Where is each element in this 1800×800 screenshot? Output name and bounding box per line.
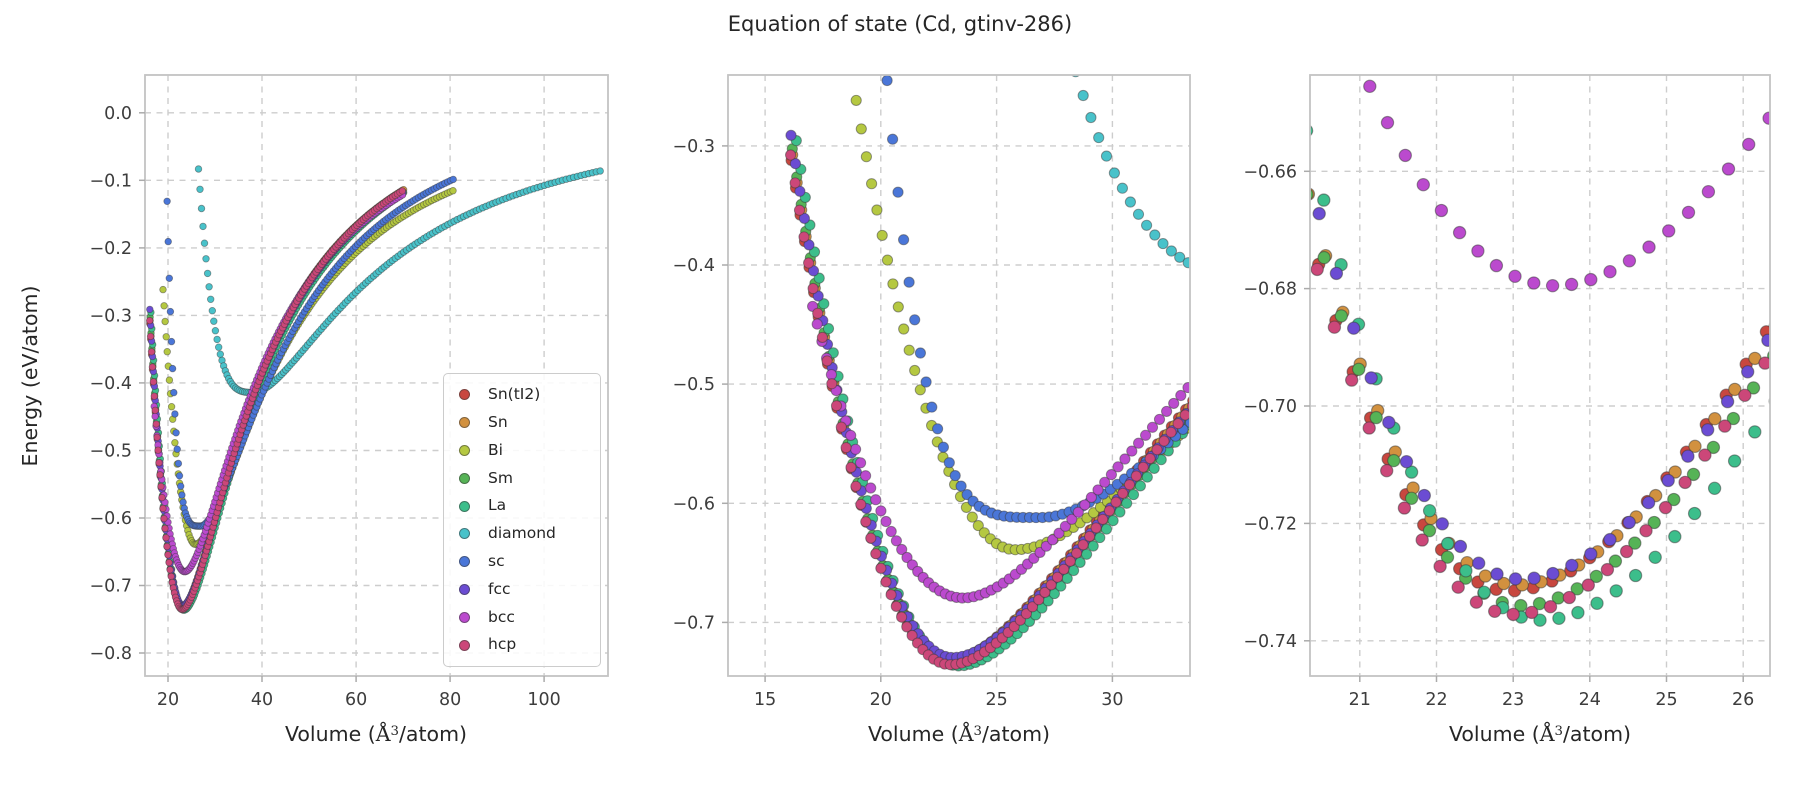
x-tick-label: 80 <box>439 690 461 710</box>
x-tick-label: 24 <box>1579 690 1601 710</box>
y-tick-label: −0.8 <box>90 644 133 664</box>
x-tick-label: 22 <box>1425 690 1447 710</box>
figure-title: Equation of state (Cd, gtinv-286) <box>727 12 1073 36</box>
angstrom-symbol: Å <box>958 722 974 746</box>
angstrom-symbol: Å <box>375 722 391 746</box>
legend-item-Bi: Bi <box>459 438 600 462</box>
series-Sn <box>146 185 408 610</box>
y-tick-label: −0.3 <box>90 306 133 326</box>
x-tick-label: 21 <box>1349 690 1371 710</box>
series-hcp <box>1310 262 1770 622</box>
series-hcp <box>145 187 406 614</box>
legend-label: fcc <box>488 579 511 598</box>
series-Sm <box>1310 188 1770 613</box>
legend-item-diamond: diamond <box>459 522 600 546</box>
y-tick-label: −0.5 <box>90 442 133 462</box>
eos-plot-full-range: 20 40 60 80 100 0.0 −0.1 −0.2 −0.3 −0.4 −0.5 −0.6 −0… <box>90 74 609 710</box>
legend-marker-icon <box>459 444 470 456</box>
x-tick-label: 60 <box>345 690 367 710</box>
y-tick-label: 0.0 <box>104 104 132 124</box>
legend-marker-icon <box>459 528 470 540</box>
legend-label: Sn(tI2) <box>488 385 541 404</box>
legend-marker-icon <box>459 639 470 651</box>
y-tick-label: −0.7 <box>673 613 716 633</box>
y-tick-label: −0.7 <box>90 577 133 597</box>
legend-label: hcp <box>488 635 517 654</box>
x-tick-label: 23 <box>1502 690 1524 710</box>
x-tick-label: 100 <box>527 690 560 710</box>
legend-label: Bi <box>488 440 503 459</box>
series-bcc <box>1363 79 1770 293</box>
x-axis-label-2: Volume (Å3/atom) <box>867 722 1051 746</box>
series-fcc <box>1312 206 1770 586</box>
y-tick-label: −0.68 <box>1243 280 1297 300</box>
x-tick-label: 26 <box>1732 690 1754 710</box>
legend-marker-icon <box>459 472 470 484</box>
legend-marker-icon <box>459 389 470 401</box>
y-tick-label: −0.74 <box>1243 632 1297 652</box>
x-tick-label: 25 <box>985 690 1007 710</box>
y-tick-label: −0.6 <box>673 494 716 514</box>
series-diamond <box>1071 75 1190 269</box>
legend-marker-icon <box>459 417 470 429</box>
series-fcc <box>146 188 407 610</box>
legend-marker-icon <box>459 611 470 623</box>
y-tick-label: −0.3 <box>673 137 716 157</box>
series-Bi <box>850 94 1190 556</box>
x-axis-label-3: Volume (Å3/atom) <box>1448 722 1632 746</box>
eos-panel-full-range: 20 40 60 80 100 0.0 −0.1 −0.2 −0.3 −0.4 −0.5 −0.6 −0… <box>90 74 609 710</box>
legend-item-fcc: fcc <box>459 577 600 601</box>
y-tick-label: −0.4 <box>90 374 133 394</box>
legend-marker-icon <box>459 556 470 568</box>
x-tick-label: 20 <box>157 690 179 710</box>
legend-item-hcp: hcp <box>459 633 600 657</box>
legend-label: La <box>488 496 507 515</box>
x-tick-label: 15 <box>754 690 776 710</box>
series-sc <box>163 175 457 530</box>
x-axis-label-1: Volume (Å3/atom) <box>284 722 468 746</box>
x-tick-label: 20 <box>870 690 892 710</box>
y-tick-label: −0.2 <box>90 239 133 259</box>
x-tick-label: 40 <box>251 690 273 710</box>
y-tick-label: −0.6 <box>90 509 133 529</box>
legend-label: bcc <box>488 607 515 626</box>
legend-marker-icon <box>459 500 470 512</box>
legend-item-Sm: Sm <box>459 466 600 490</box>
legend-item-bcc: bcc <box>459 605 600 629</box>
y-axis-label: Energy (eV/atom) <box>18 285 42 467</box>
legend-item-Sn: Sn <box>459 411 600 435</box>
series-hcp <box>785 149 1190 671</box>
eos-plot-zoom-minima: 15 20 25 30 −0.3 −0.4 −0.5 −0.6 −0.7 <box>673 74 1191 710</box>
series-Sn(tI2) <box>146 186 406 611</box>
y-tick-label: −0.70 <box>1243 397 1297 417</box>
series-bcc <box>807 300 1190 604</box>
legend-label: Sn <box>488 412 508 431</box>
series-Sn(tI2) <box>1312 257 1770 598</box>
eos-plot-zoom-ground-state: 21 22 23 24 25 26 −0.66 −0.68 −0.70 −0.72 −0.74 <box>1243 74 1771 710</box>
y-tick-label: −0.72 <box>1243 514 1297 534</box>
y-tick-label: −0.66 <box>1243 162 1297 182</box>
legend-label: sc <box>488 551 505 570</box>
eos-panel-zoom-minima: 15 20 25 30 −0.3 −0.4 −0.5 −0.6 −0.7 <box>673 74 1191 710</box>
y-tick-label: −0.4 <box>673 256 716 276</box>
legend-marker-icon <box>459 583 470 595</box>
legend-item-Sn(tI2): Sn(tI2) <box>459 383 600 407</box>
series-La <box>147 190 407 614</box>
y-tick-label: −0.1 <box>90 171 133 191</box>
eos-panel-zoom-ground-state: 21 22 23 24 25 26 −0.66 −0.68 −0.70 −0.72 −0.74 <box>1243 74 1771 710</box>
x-tick-label: 30 <box>1101 690 1123 710</box>
legend-label: diamond <box>488 524 556 543</box>
angstrom-symbol: Å <box>1539 722 1555 746</box>
legend: Sn(tI2) Sn Bi Sm La diamond sc fcc bcc hcp <box>443 373 601 667</box>
series-Sn <box>1310 187 1770 592</box>
series-Sm <box>146 188 408 613</box>
legend-label: Sm <box>488 468 513 487</box>
legend-item-sc: sc <box>459 550 600 574</box>
y-tick-label: −0.5 <box>673 375 716 395</box>
x-tick-label: 25 <box>1655 690 1677 710</box>
legend-item-La: La <box>459 494 600 518</box>
